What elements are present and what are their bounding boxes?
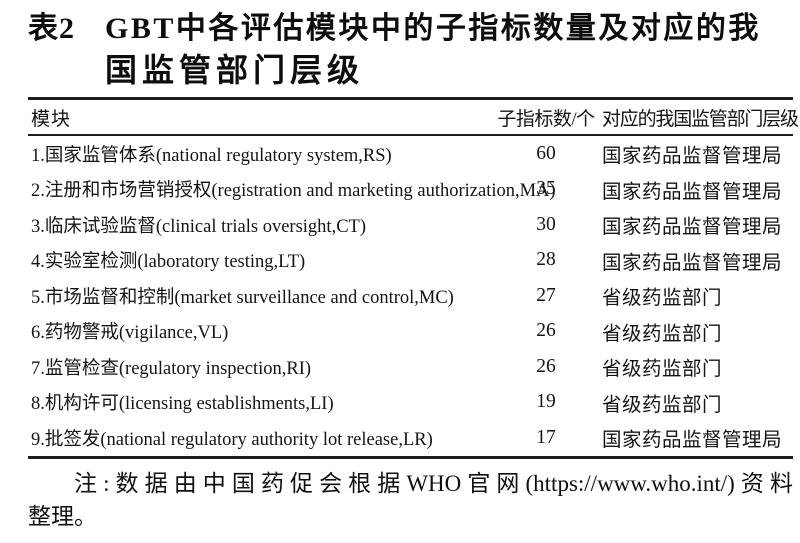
cell-authority: 国家药品监督管理局 xyxy=(602,252,783,274)
cell-module: 5.市场监督和控制(market surveillance and contro… xyxy=(31,287,454,308)
table-source-note-line1: 注:数据由中国药促会根据WHO官网(https://www.who.int/)资… xyxy=(74,470,793,496)
cell-count: 19 xyxy=(536,391,556,413)
table-row: 5.市场监督和控制(market surveillance and contro… xyxy=(28,278,793,314)
column-header-authority: 对应的我国监管部门层级 xyxy=(602,108,799,130)
cell-count: 35 xyxy=(536,178,556,200)
table-source-note-line2: 整理。 xyxy=(28,504,97,529)
cell-module: 3.临床试验监督(clinical trials oversight,CT) xyxy=(31,216,366,237)
cell-module: 7.监管检查(regulatory inspection,RI) xyxy=(31,358,312,379)
table-row: 4.实验室检测(laboratory testing,LT) 28 国家药品监督… xyxy=(28,243,793,279)
table-source-note: 注:数据由中国药促会根据WHO官网(https://www.who.int/)资… xyxy=(28,467,793,534)
column-header-module: 模块 xyxy=(31,108,72,130)
table-row: 2.注册和市场营销授权(registration and marketing a… xyxy=(28,172,793,208)
table-bottom-rule xyxy=(28,455,793,459)
table-caption-title-line1: GBT中各评估模块中的子指标数量及对应的我 xyxy=(105,12,761,45)
cell-count: 26 xyxy=(536,320,556,342)
table-row: 9.批签发(national regulatory authority lot … xyxy=(28,420,793,456)
data-table: 模块 子指标数/个 对应的我国监管部门层级 1.国家监管体系(national … xyxy=(28,97,799,459)
table-caption: 表2 GBT中各评估模块中的子指标数量及对应的我 国监管部门层级 xyxy=(28,7,790,90)
table-caption-title: GBT中各评估模块中的子指标数量及对应的我 国监管部门层级 xyxy=(105,7,761,90)
table-row: 3.临床试验监督(clinical trials oversight,CT) 3… xyxy=(28,207,793,243)
table-row: 6.药物警戒(vigilance,VL) 26 省级药监部门 xyxy=(28,314,793,350)
table-row: 7.监管检查(regulatory inspection,RI) 26 省级药监… xyxy=(28,349,793,385)
cell-authority: 国家药品监督管理局 xyxy=(602,181,783,203)
table-header-row: 模块 子指标数/个 对应的我国监管部门层级 xyxy=(28,100,799,136)
table-top-rule xyxy=(28,97,793,100)
cell-module: 2.注册和市场营销授权(registration and marketing a… xyxy=(31,181,556,202)
cell-authority: 国家药品监督管理局 xyxy=(602,430,783,452)
cell-module: 8.机构许可(licensing establishments,LI) xyxy=(31,394,334,415)
cell-module: 9.批签发(national regulatory authority lot … xyxy=(31,429,433,450)
table-caption-title-line2: 国监管部门层级 xyxy=(105,52,365,88)
table-row: 1.国家监管体系(national regulatory system,RS) … xyxy=(28,136,793,172)
table-caption-number: 表2 xyxy=(28,12,75,45)
cell-authority: 省级药监部门 xyxy=(602,323,723,345)
cell-count: 26 xyxy=(536,355,556,377)
cell-count: 28 xyxy=(536,249,556,271)
cell-authority: 省级药监部门 xyxy=(602,394,723,416)
cell-authority: 国家药品监督管理局 xyxy=(602,217,783,239)
cell-module: 4.实验室检测(laboratory testing,LT) xyxy=(31,252,306,273)
cell-count: 60 xyxy=(536,142,556,164)
cell-module: 1.国家监管体系(national regulatory system,RS) xyxy=(31,145,392,166)
column-header-count: 子指标数/个 xyxy=(497,108,595,130)
table-row: 8.机构许可(licensing establishments,LI) 19 省… xyxy=(28,385,793,421)
cell-count: 27 xyxy=(536,284,556,306)
cell-module: 6.药物警戒(vigilance,VL) xyxy=(31,323,229,344)
cell-authority: 省级药监部门 xyxy=(602,288,723,310)
cell-authority: 省级药监部门 xyxy=(602,359,723,381)
cell-count: 17 xyxy=(536,426,556,448)
cell-count: 30 xyxy=(536,213,556,235)
cell-authority: 国家药品监督管理局 xyxy=(602,146,783,168)
